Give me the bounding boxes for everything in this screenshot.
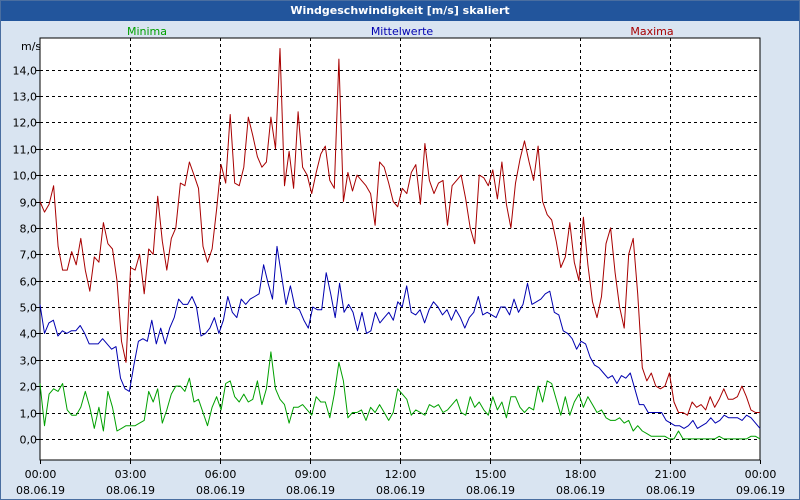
legend-mittelwerte: Mittelwerte xyxy=(371,25,434,38)
x-tick-label-time: 00:00 xyxy=(745,468,777,481)
legend-maxima: Maxima xyxy=(630,25,673,38)
y-tick-label: 11,0 xyxy=(13,144,38,157)
y-axis-unit: m/s xyxy=(21,40,41,53)
x-tick-label-date: 08.06.19 xyxy=(106,484,155,497)
y-tick-label: 5,0 xyxy=(20,302,38,315)
y-tick-label: 7,0 xyxy=(20,249,38,262)
series-lines xyxy=(39,48,761,440)
y-tick-label: 2,0 xyxy=(20,381,38,394)
x-tick-label-time: 09:00 xyxy=(295,468,327,481)
y-axis: 0,0 1,0 2,0 3,0 4,0 5,0 6,0 7,0 8,0 9,0 10,0 11,0 12… xyxy=(13,65,40,447)
y-tick-label: 12,0 xyxy=(13,117,38,130)
y-tick-label: 1,0 xyxy=(20,408,38,421)
y-tick-label: 4,0 xyxy=(20,328,38,341)
x-tick-label-date: 08.06.19 xyxy=(16,484,65,497)
x-tick-label-date: 08.06.19 xyxy=(556,484,605,497)
x-tick-label-time: 06:00 xyxy=(205,468,237,481)
x-tick-label-time: 00:00 xyxy=(25,468,57,481)
x-tick-label-time: 21:00 xyxy=(655,468,687,481)
series-line-mittelwerte xyxy=(39,245,761,429)
x-tick-label-date: 09.06.19 xyxy=(736,484,785,497)
x-axis: 00:00 08.06.19 03:00 08.06.19 06:00 08.06.19 0… xyxy=(16,460,785,497)
x-tick-label-date: 08.06.19 xyxy=(196,484,245,497)
series-line-minima xyxy=(39,351,761,440)
x-tick-label-time: 12:00 xyxy=(385,468,417,481)
y-tick-label: 10,0 xyxy=(13,170,38,183)
x-tick-label-date: 08.06.19 xyxy=(286,484,335,497)
x-tick-label-date: 08.06.19 xyxy=(376,484,425,497)
x-tick-label-time: 03:00 xyxy=(115,468,147,481)
y-tick-label: 9,0 xyxy=(20,197,38,210)
x-tick-label-time: 15:00 xyxy=(475,468,507,481)
y-tick-label: 13,0 xyxy=(13,91,38,104)
chart-title: Windgeschwindigkeit [m/s] skaliert xyxy=(1,1,799,21)
y-tick-label: 6,0 xyxy=(20,276,38,289)
y-tick-label: 3,0 xyxy=(20,355,38,368)
x-tick-label-time: 18:00 xyxy=(565,468,597,481)
series-line-maxima xyxy=(39,48,760,416)
grid xyxy=(40,38,760,460)
x-tick-label-date: 08.06.19 xyxy=(646,484,695,497)
y-tick-label: 8,0 xyxy=(20,223,38,236)
y-tick-label: 14,0 xyxy=(13,65,38,78)
y-tick-label: 0,0 xyxy=(20,434,38,447)
legend-minima: Minima xyxy=(127,25,167,38)
x-tick-label-date: 08.06.19 xyxy=(466,484,515,497)
